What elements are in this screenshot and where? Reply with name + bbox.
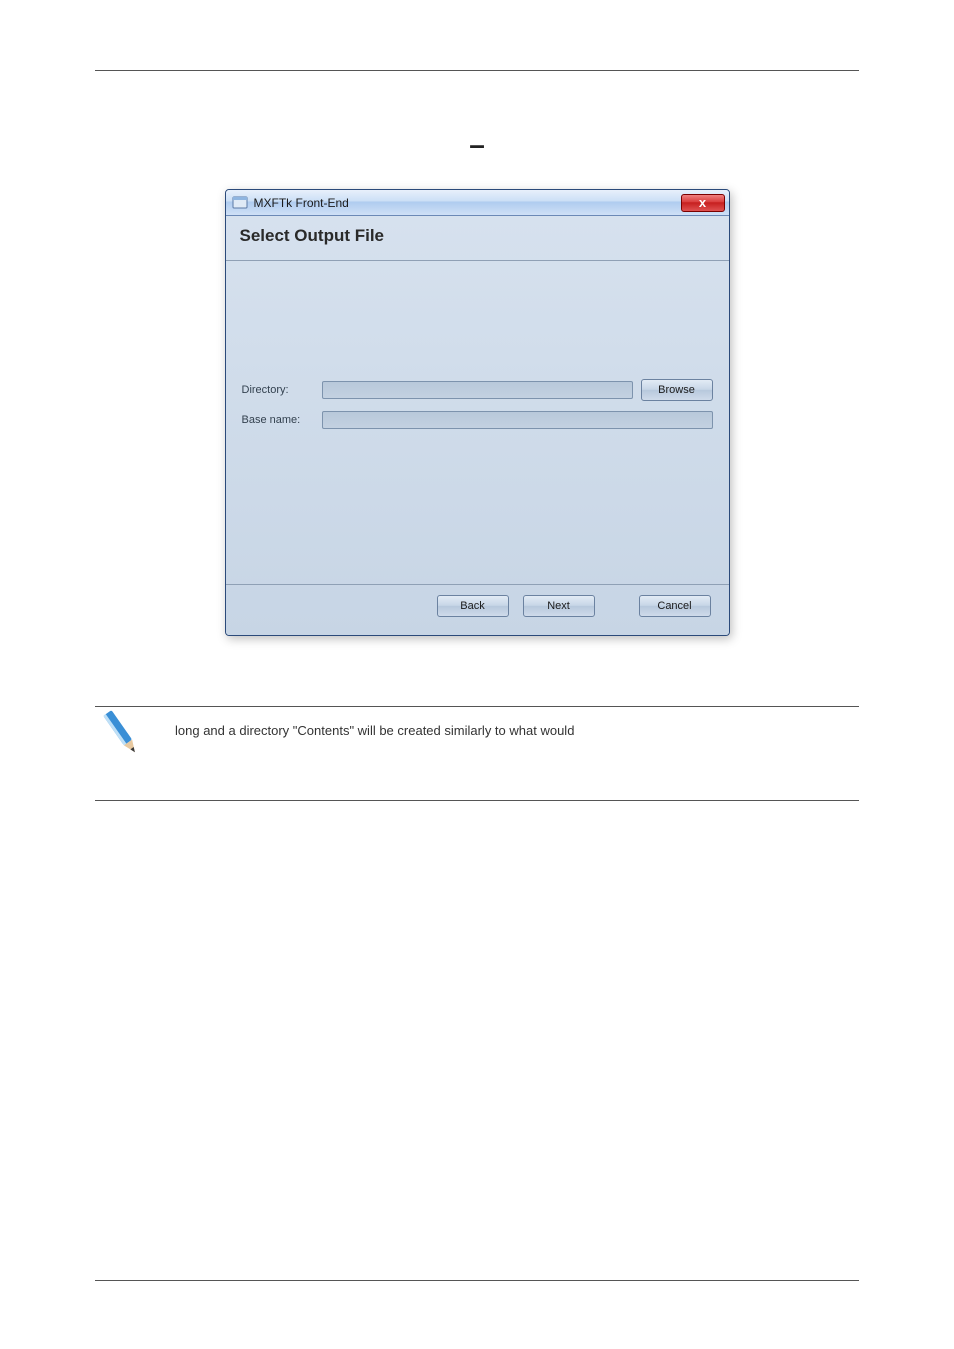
basename-input[interactable]	[322, 411, 713, 429]
wizard-button-bar: Back Next Cancel	[238, 585, 717, 621]
close-button[interactable]: x	[681, 194, 725, 212]
basename-row: Base name:	[242, 411, 713, 429]
close-icon: x	[699, 196, 706, 209]
app-icon	[232, 195, 248, 211]
note-text: long and a directory "Contents" will be …	[175, 721, 859, 741]
section-heading: –	[95, 131, 859, 159]
top-rule	[95, 70, 859, 71]
basename-label: Base name:	[242, 414, 314, 426]
dialog-body: Select Output File Directory: Browse Bas…	[226, 216, 729, 635]
dialog-window: MXFTk Front-End x Select Output File Dir…	[225, 189, 730, 636]
window-title: MXFTk Front-End	[254, 196, 681, 210]
back-button[interactable]: Back	[437, 595, 509, 617]
pencil-icon	[95, 701, 155, 766]
section-dash: –	[469, 129, 485, 160]
note-line2: long and a directory "Contents" will be …	[175, 723, 574, 738]
note-bottom-rule	[95, 800, 859, 801]
titlebar: MXFTk Front-End x	[226, 190, 729, 216]
page-footer-rule	[95, 1280, 859, 1281]
next-button[interactable]: Next	[523, 595, 595, 617]
note-box: long and a directory "Contents" will be …	[95, 706, 859, 801]
directory-label: Directory:	[242, 384, 314, 396]
directory-input[interactable]	[322, 381, 633, 399]
directory-row: Directory: Browse	[242, 379, 713, 401]
dialog-header-title: Select Output File	[240, 226, 715, 246]
cancel-button[interactable]: Cancel	[639, 595, 711, 617]
browse-button[interactable]: Browse	[641, 379, 713, 401]
